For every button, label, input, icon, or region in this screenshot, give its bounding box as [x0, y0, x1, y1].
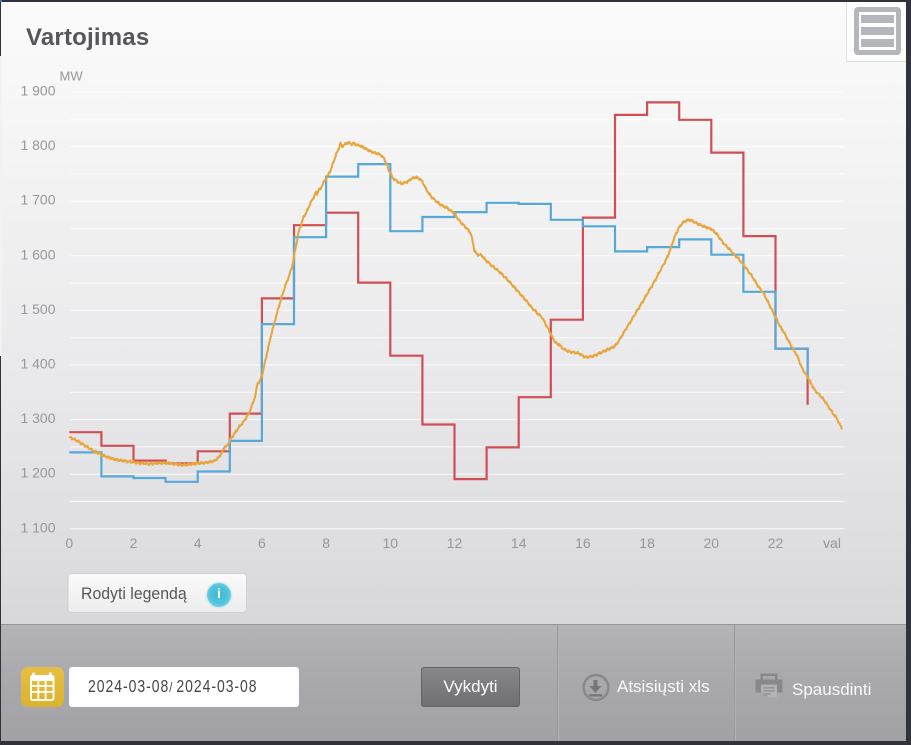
- svg-text:MW: MW: [60, 69, 84, 84]
- svg-text:22: 22: [768, 535, 784, 551]
- svg-text:6: 6: [258, 535, 266, 551]
- svg-text:12: 12: [447, 535, 463, 551]
- svg-text:4: 4: [194, 535, 202, 551]
- svg-text:1 700: 1 700: [20, 192, 55, 208]
- svg-text:20: 20: [704, 535, 720, 551]
- svg-text:8: 8: [322, 535, 330, 551]
- svg-text:1 500: 1 500: [20, 301, 55, 317]
- svg-text:1 100: 1 100: [20, 519, 55, 535]
- svg-text:0: 0: [65, 535, 73, 551]
- svg-text:14: 14: [511, 535, 527, 551]
- svg-text:2: 2: [130, 535, 138, 551]
- svg-text:1 300: 1 300: [20, 410, 55, 426]
- svg-text:1 200: 1 200: [20, 465, 55, 481]
- svg-text:val: val: [823, 535, 841, 551]
- svg-text:1 600: 1 600: [20, 246, 55, 262]
- svg-text:1 400: 1 400: [20, 356, 55, 372]
- svg-text:16: 16: [575, 535, 591, 551]
- svg-text:10: 10: [383, 535, 399, 551]
- svg-text:1 800: 1 800: [20, 137, 55, 153]
- svg-text:18: 18: [639, 535, 655, 551]
- svg-text:1 900: 1 900: [20, 83, 55, 99]
